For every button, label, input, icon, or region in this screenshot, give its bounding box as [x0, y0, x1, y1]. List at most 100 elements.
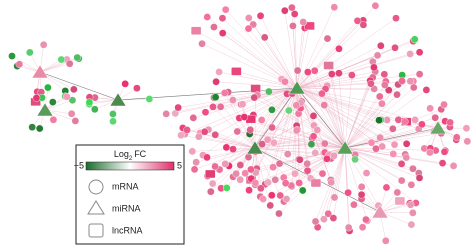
mrna-node: [350, 200, 358, 209]
mrna-node: [256, 12, 265, 20]
edge: [296, 22, 304, 89]
mrna-node: [35, 124, 44, 133]
edge: [267, 139, 346, 149]
edge: [344, 83, 372, 149]
mrna-node: [348, 71, 356, 79]
edge: [225, 9, 298, 89]
mrna-node: [200, 127, 209, 136]
mrna-node: [378, 99, 386, 108]
edge: [39, 63, 70, 73]
edge: [344, 130, 434, 149]
edge: [257, 95, 346, 149]
mrna-node: [382, 183, 391, 192]
mrna-node: [406, 77, 415, 85]
mrna-node: [268, 123, 276, 132]
mrna-node: [183, 126, 191, 134]
mrna-node: [49, 115, 58, 124]
mrna-node: [393, 90, 401, 99]
mirna-node: [109, 92, 127, 107]
lncrna-node: [310, 178, 322, 188]
mrna-node: [440, 148, 449, 156]
lncrna-node: [323, 61, 334, 70]
mrna-node: [392, 14, 400, 22]
mrna-node: [209, 103, 217, 111]
edge: [379, 192, 398, 213]
mrna-node: [377, 41, 385, 50]
edge: [296, 87, 382, 104]
mrna-node: [335, 69, 343, 78]
mirna-node: [288, 80, 306, 95]
mrna-node: [271, 175, 280, 184]
hub-link: [296, 87, 346, 149]
edge: [344, 147, 379, 206]
mrna-node: [353, 17, 362, 25]
mrna-node: [189, 114, 198, 122]
edge: [222, 18, 298, 89]
mrna-node: [260, 33, 269, 42]
mrna-node: [452, 133, 461, 142]
mrna-node: [257, 184, 265, 193]
mrna-node: [70, 85, 78, 94]
mrna-node: [236, 161, 245, 169]
mrna-node: [288, 3, 296, 12]
mrna-node: [85, 98, 94, 107]
mirna-node: [31, 64, 49, 79]
mirna-node: [246, 140, 264, 155]
mrna-node: [372, 144, 380, 153]
edge: [296, 7, 335, 89]
mrna-node: [415, 48, 424, 57]
mrna-node: [57, 55, 66, 64]
edge: [344, 96, 380, 149]
edge: [268, 91, 346, 149]
legend-title-text: Log: [114, 149, 129, 159]
mrna-node: [389, 124, 397, 133]
mrna-node: [311, 217, 320, 226]
mrna-node: [265, 87, 273, 96]
edge: [254, 93, 288, 149]
edge: [296, 45, 381, 89]
mrna-node: [44, 83, 52, 92]
mrna-node: [329, 214, 338, 222]
edge: [317, 147, 346, 228]
mrna-node: [381, 237, 390, 245]
edge: [344, 147, 368, 221]
mrna-node: [26, 48, 34, 57]
edge: [264, 37, 298, 89]
mrna-node: [220, 89, 229, 97]
edge: [249, 133, 346, 149]
mrna-node: [410, 35, 419, 44]
legend-title-suffix: FC: [134, 149, 146, 159]
mrna-node: [208, 179, 217, 188]
mrna-node: [375, 116, 383, 125]
mrna-node: [309, 112, 318, 120]
edge: [296, 71, 376, 89]
mrna-node: [292, 101, 301, 110]
edge: [296, 25, 310, 89]
edge: [379, 203, 410, 213]
mrna-node: [295, 179, 303, 187]
edge: [39, 59, 62, 73]
mrna-node: [174, 103, 182, 112]
edge: [272, 87, 298, 168]
edge: [296, 105, 346, 149]
edge: [333, 147, 346, 219]
mrna-node: [240, 113, 249, 121]
lncrna-node: [231, 67, 242, 76]
mrna-node: [344, 223, 353, 232]
mrna-node: [358, 223, 367, 232]
mrna-node: [192, 158, 200, 167]
edge: [296, 87, 388, 121]
edge: [254, 97, 346, 149]
edge: [344, 75, 353, 149]
edge: [379, 211, 413, 214]
edge: [184, 87, 298, 135]
edge: [250, 129, 346, 149]
lncrna-node: [250, 84, 261, 93]
mrna-node: [233, 127, 242, 136]
edge: [296, 48, 340, 89]
mrna-node: [63, 92, 71, 101]
edge: [344, 147, 349, 228]
mrna-node: [298, 186, 307, 195]
edge: [287, 87, 298, 155]
mrna-node: [393, 188, 402, 197]
